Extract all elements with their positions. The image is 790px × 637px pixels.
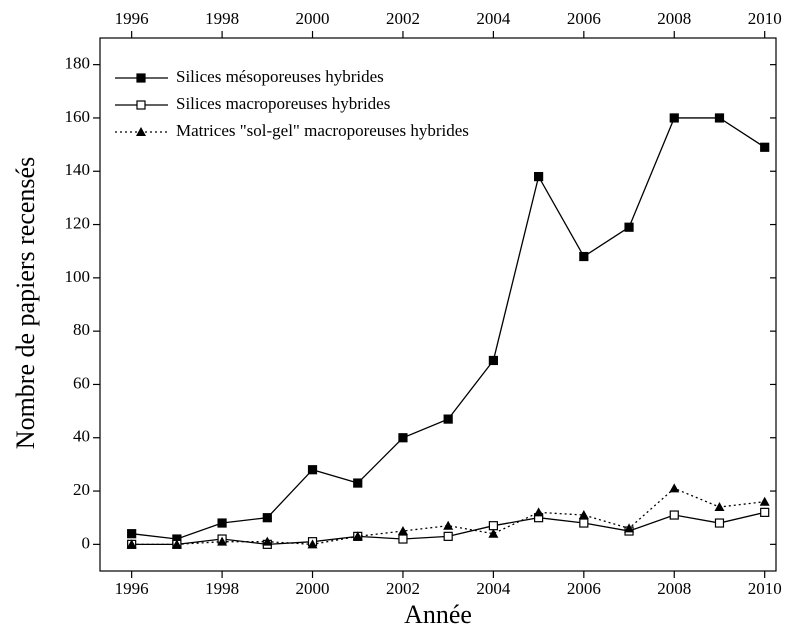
series-line	[131, 117, 766, 540]
data-point	[534, 171, 544, 182]
data-point	[759, 496, 770, 506]
x-tick-label: 2008	[657, 579, 691, 598]
data-point	[443, 414, 453, 424]
x-tick-label: 2002	[386, 579, 420, 598]
data-point	[307, 465, 318, 475]
plot-frame	[99, 37, 777, 572]
x2-tick-label: 1998	[205, 9, 239, 28]
y-axis-title: Nombre de papiers recensés	[11, 157, 40, 449]
y-tick-label: 140	[65, 160, 91, 179]
x2-tick-label: 1996	[115, 9, 149, 28]
data-point	[624, 523, 635, 533]
legend-marker	[136, 73, 146, 83]
x2-tick-label: 2000	[296, 9, 330, 28]
y-tick-label: 160	[65, 107, 91, 126]
data-point	[126, 539, 137, 549]
data-point	[760, 142, 770, 152]
x-tick-label: 2006	[567, 579, 601, 598]
data-point	[398, 534, 408, 544]
data-point	[443, 520, 454, 530]
data-point	[171, 539, 182, 549]
y-tick-label: 180	[65, 54, 91, 73]
legend-label: Matrices "sol-gel" macroporeuses hybride…	[176, 121, 469, 140]
x-tick-label: 1998	[205, 579, 239, 598]
data-point	[217, 518, 227, 528]
data-point	[669, 483, 680, 493]
data-point	[578, 510, 589, 520]
data-point	[714, 502, 725, 512]
y-tick-label: 100	[65, 267, 91, 286]
x2-tick-label: 2002	[386, 9, 420, 28]
legend-label: Silices mésoporeuses hybrides	[176, 67, 384, 86]
data-point	[262, 513, 272, 523]
data-point	[488, 355, 498, 366]
series-line	[131, 487, 765, 546]
x2-tick-label: 2006	[567, 9, 601, 28]
data-point	[760, 507, 770, 517]
legend-marker	[136, 127, 146, 136]
x2-tick-label: 2010	[748, 9, 782, 28]
x-axis-title: Année	[404, 600, 472, 629]
x-tick-label: 2000	[296, 579, 330, 598]
x2-tick-label: 2004	[476, 9, 511, 28]
data-point	[669, 510, 679, 520]
data-point	[579, 518, 589, 528]
y-tick-label: 60	[73, 373, 90, 392]
data-point	[488, 521, 498, 531]
data-point	[669, 113, 679, 123]
legend-marker	[136, 100, 146, 110]
y-tick-label: 20	[73, 480, 90, 499]
y-tick-label: 0	[82, 533, 91, 552]
x-tick-label: 1996	[115, 579, 149, 598]
y-tick-label: 120	[65, 213, 91, 232]
x-tick-label: 2004	[476, 579, 511, 598]
data-point	[127, 529, 137, 539]
data-point	[398, 433, 408, 443]
data-point	[533, 507, 544, 517]
x-tick-label: 2010	[748, 579, 782, 598]
data-point	[217, 536, 228, 546]
data-point	[443, 531, 453, 541]
data-point	[307, 539, 318, 549]
data-point	[352, 531, 363, 541]
data-point	[353, 478, 363, 488]
data-point	[488, 528, 499, 538]
y-tick-label: 40	[73, 427, 90, 446]
data-point	[714, 113, 725, 123]
legend-label: Silices macroporeuses hybrides	[176, 94, 390, 113]
data-point	[714, 518, 725, 528]
x2-tick-label: 2008	[657, 9, 691, 28]
data-point	[579, 251, 589, 262]
data-point	[624, 222, 634, 232]
data-point	[397, 526, 408, 536]
data-point	[262, 536, 273, 546]
y-tick-label: 80	[73, 320, 90, 339]
